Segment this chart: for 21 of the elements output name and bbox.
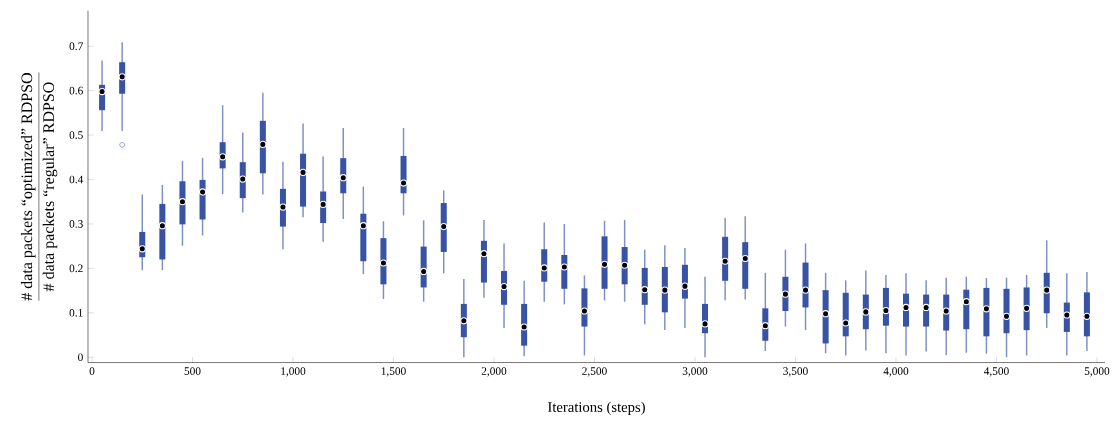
x-tick-label: 500 <box>184 367 201 375</box>
x-axis-title: Iterations (steps) <box>547 401 645 416</box>
x-tick-label: 4,500 <box>983 367 1009 377</box>
x-tick-label: 4,000 <box>883 367 909 377</box>
y-tick-label: 0.3 <box>69 220 83 228</box>
y-tick-label: 0.2 <box>69 264 83 273</box>
x-tick-label: 1,000 <box>281 367 306 377</box>
x-tick-label: 3,000 <box>682 367 708 377</box>
y-tick-label: 0.4 <box>69 175 84 184</box>
x-tick-label: 1,500 <box>381 367 406 377</box>
y-tick-label: 0.1 <box>69 309 83 317</box>
x-tick-label: 2,000 <box>481 367 507 377</box>
y-axis-title: $\frac{\mbox{\# data packets “optimized” RDPSO}}{\mbox{\# data packets “regular” RDPSO}}$ <box>20 72 58 301</box>
x-tick-label: 2,500 <box>582 367 607 377</box>
x-tick-label: 5,000 <box>1084 367 1110 377</box>
x-tick-label: 0 <box>89 367 95 375</box>
x-tick-label: 3,500 <box>783 367 808 377</box>
y-tick-label: 0.5 <box>69 131 83 139</box>
y-tick-label: 0.7 <box>69 42 83 51</box>
y-tick-label: 0.6 <box>69 86 83 95</box>
y-tick-label: 0 <box>78 353 83 362</box>
